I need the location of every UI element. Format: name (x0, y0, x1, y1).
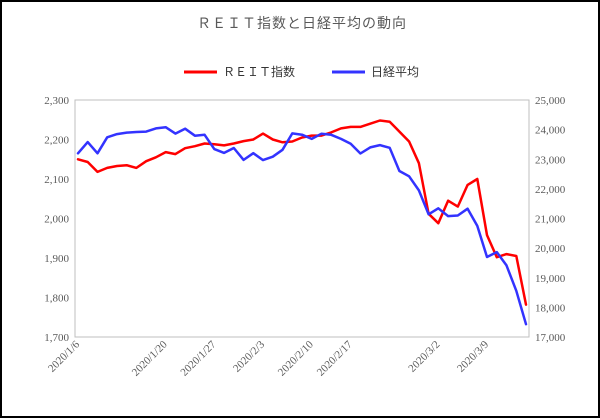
y-right-tick-label: 22,000 (535, 184, 566, 196)
series-line-reit (76, 119, 528, 306)
chart-title: ＲＥＩＴ指数と日経平均の動向 (197, 16, 407, 32)
y-right-tick-label: 24,000 (535, 125, 566, 137)
x-axis: 2020/1/6 2020/1/20 2020/1/27 2020/2/3 2020/2… (46, 338, 492, 378)
series-line-nikkei (76, 125, 528, 326)
plot-border (74, 99, 530, 338)
y-left-tick-label: 2,300 (44, 95, 69, 107)
x-tick-label: 2020/3/9 (455, 338, 491, 374)
y-left-tick-label: 1,800 (44, 293, 69, 305)
x-tick-label: 2020/2/17 (315, 338, 355, 378)
x-tick-label: 2020/3/2 (406, 339, 442, 375)
y-right-tick-label: 18,000 (535, 302, 566, 314)
legend-label-nikkei: 日経平均 (371, 65, 419, 79)
y-right-tick-label: 21,000 (535, 214, 566, 226)
legend-label-reit: ＲＥＩＴ指数 (223, 64, 295, 79)
y-right-tick-label: 20,000 (535, 243, 566, 255)
x-tick-label: 2020/1/27 (178, 338, 218, 378)
y-axis-left: 1,700 1,800 1,900 2,000 2,100 2,200 2,300 (44, 95, 69, 344)
y-right-tick-label: 23,000 (535, 154, 566, 166)
plot-area (74, 99, 530, 338)
x-tick-label: 2020/2/10 (276, 338, 316, 378)
y-right-tick-label: 17,000 (535, 332, 566, 344)
y-right-tick-label: 19,000 (535, 273, 566, 285)
legend: ＲＥＩＴ指数 日経平均 (184, 64, 419, 79)
y-left-tick-label: 2,200 (44, 135, 69, 147)
y-left-tick-label: 2,100 (44, 174, 69, 186)
y-left-tick-label: 1,900 (44, 253, 69, 265)
x-tick-label: 2020/1/20 (130, 338, 170, 378)
x-tick-label: 2020/2/3 (231, 338, 267, 374)
y-left-tick-label: 1,700 (44, 332, 69, 344)
y-right-tick-label: 25,000 (535, 95, 566, 107)
y-axis-right: 17,000 18,000 19,000 20,000 21,000 22,000 23,0… (535, 95, 566, 344)
y-left-tick-label: 2,000 (44, 214, 69, 226)
series-layer (76, 119, 528, 326)
